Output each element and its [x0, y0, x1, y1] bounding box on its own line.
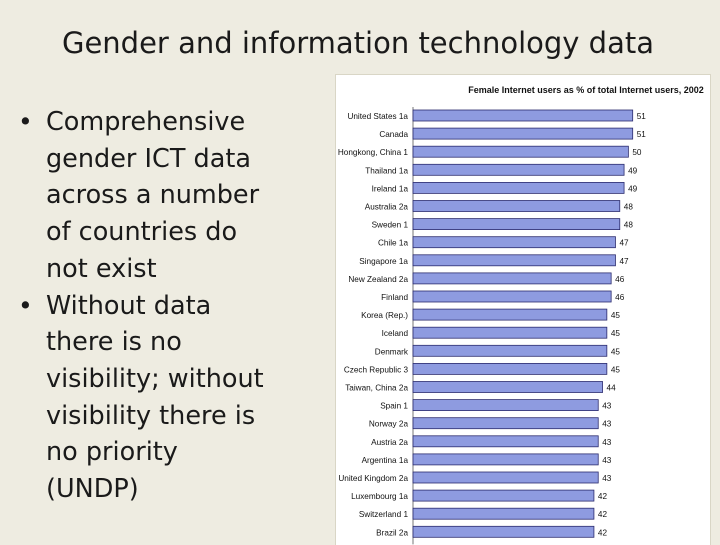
value-label: 43: [602, 456, 612, 465]
bar: [412, 145, 629, 158]
bar: [412, 362, 608, 375]
bullet-text: Comprehensive gender ICT data across a n…: [46, 107, 260, 284]
category-label: Singapore 1a: [359, 257, 408, 266]
category-label: Australia 2a: [365, 203, 409, 212]
bullet-glyph: •: [18, 107, 33, 136]
value-label: 42: [598, 528, 608, 537]
category-label: United Kingdom 2a: [338, 474, 408, 483]
bullet-glyph: •: [18, 290, 33, 320]
category-label: Denmark: [375, 347, 409, 356]
category-label: Thailand 1a: [365, 166, 408, 175]
value-label: 46: [615, 293, 625, 302]
bar: [412, 308, 608, 321]
bar: [412, 507, 595, 520]
bar: [412, 218, 621, 231]
category-label: Hongkong, China 1: [338, 148, 409, 157]
category-label: Finland: [381, 293, 408, 302]
bar: [412, 399, 599, 412]
category-label: Austria 2a: [371, 438, 408, 447]
value-label: 45: [611, 347, 621, 356]
value-label: 47: [619, 257, 629, 266]
category-label: Korea (Rep.): [361, 311, 408, 320]
bullet-list: • Comprehensive gender ICT data across a…: [18, 104, 318, 508]
value-label: 43: [602, 402, 612, 411]
category-label: United States 1a: [347, 112, 408, 121]
bar: [412, 417, 599, 430]
category-label: Ireland 1a: [372, 184, 409, 193]
bar: [412, 489, 595, 502]
bullet-item: • Comprehensive gender ICT data across a…: [18, 104, 318, 288]
value-label: 51: [637, 130, 647, 139]
value-label: 51: [637, 112, 647, 121]
bar: [412, 182, 625, 194]
category-label: New Zealand 2a: [348, 275, 408, 284]
value-label: 45: [611, 311, 621, 320]
bar: [412, 471, 599, 484]
bars-group: United States 1a 51 Canada 51 Hongkong, Chin…: [338, 107, 647, 545]
category-label: Spain 1: [380, 402, 408, 411]
value-label: 42: [598, 510, 608, 519]
bar: [412, 344, 608, 357]
value-label: 48: [624, 203, 634, 212]
value-label: 43: [602, 438, 612, 447]
value-label: 49: [628, 184, 638, 193]
value-label: 43: [602, 474, 612, 483]
value-label: 42: [598, 492, 608, 501]
category-label: Taiwan, China 2a: [345, 384, 408, 393]
bar: [412, 127, 634, 140]
bullet-item: • Without data there is no visibility; w…: [18, 288, 318, 508]
bullet-text: Without data there is no visibility; wit…: [46, 290, 264, 505]
bar: [412, 272, 612, 285]
bar: [412, 326, 608, 339]
bar: [412, 435, 599, 448]
value-label: 43: [602, 420, 612, 429]
category-label: Brazil 2a: [376, 528, 408, 537]
bar: [412, 109, 634, 122]
category-label: Sweden 1: [372, 221, 409, 230]
value-label: 50: [632, 148, 642, 157]
value-label: 44: [607, 384, 617, 393]
slide-title: Gender and information technology data: [61, 26, 655, 60]
bar: [412, 525, 595, 538]
category-label: Argentina 1a: [362, 456, 409, 465]
value-label: 47: [619, 239, 629, 248]
bar: [412, 236, 616, 249]
category-label: Chile 1a: [378, 239, 408, 248]
value-label: 45: [611, 365, 621, 374]
value-label: 46: [615, 275, 625, 284]
value-label: 48: [624, 221, 634, 230]
bar: [412, 200, 621, 212]
category-label: Norway 2a: [369, 420, 409, 429]
category-label: Canada: [379, 130, 408, 139]
bar: [412, 254, 616, 267]
bar-chart: Female Internet users as % of total Inte…: [338, 85, 704, 545]
category-label: Luxembourg 1a: [351, 492, 408, 501]
value-label: 45: [611, 329, 621, 338]
chart-panel: Female Internet users as % of total Inte…: [336, 75, 710, 545]
category-label: Czech Republic 3: [344, 365, 409, 374]
bar: [412, 381, 603, 393]
chart-title: Female Internet users as % of total Inte…: [468, 85, 704, 95]
category-label: Switzerland 1: [359, 510, 409, 519]
category-label: Iceland: [382, 329, 409, 338]
value-label: 49: [628, 166, 638, 175]
bar: [412, 163, 625, 176]
bar: [412, 453, 599, 466]
bar: [412, 290, 612, 303]
